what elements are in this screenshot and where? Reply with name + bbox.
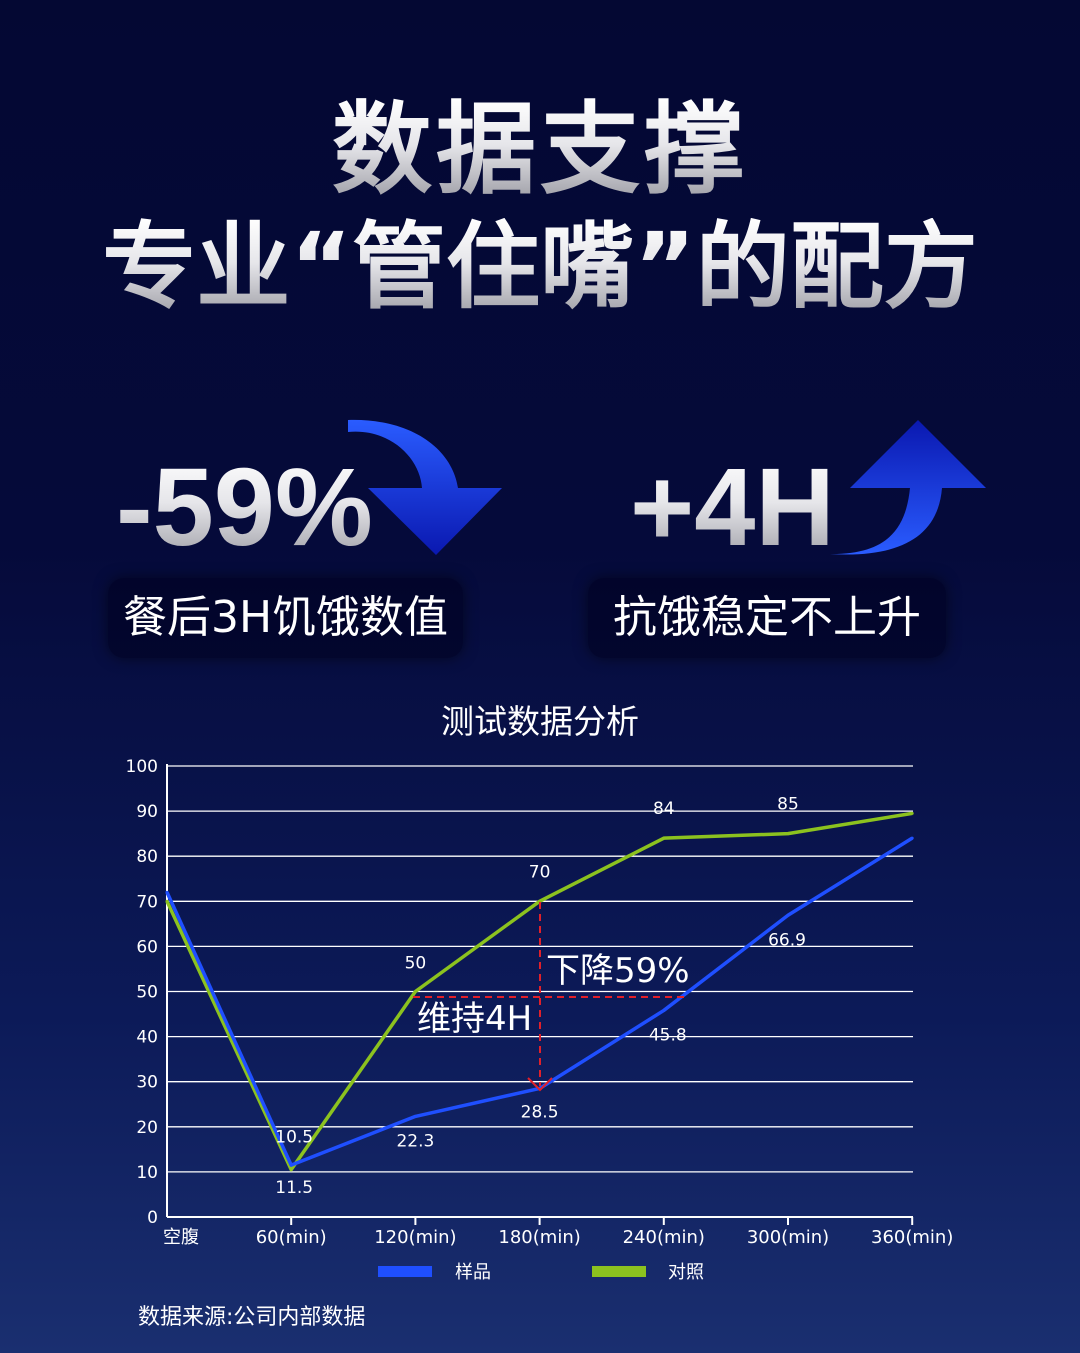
data-label: 11.5 — [275, 1178, 313, 1198]
stat-value-duration: +4H — [630, 446, 835, 569]
y-tick-label: 10 — [136, 1163, 158, 1183]
legend: 样品 对照 — [378, 1262, 704, 1283]
x-tick-label: 240(min) — [623, 1227, 705, 1248]
stat-label-hunger: 餐后3H饥饿数值 — [108, 578, 463, 658]
arrow-down-icon — [348, 419, 502, 555]
data-point — [786, 913, 790, 917]
page-subtitle: 专业“管住嘴”的配方 — [0, 218, 1080, 318]
x-tick-label: 空腹 — [163, 1227, 199, 1248]
data-point — [910, 811, 914, 815]
y-tick-label: 50 — [136, 983, 158, 1003]
x-tick-label: 360(min) — [871, 1227, 953, 1248]
chart-title: 测试数据分析 — [441, 702, 639, 741]
data-label: 66.9 — [768, 930, 806, 950]
data-label: 22.3 — [396, 1131, 434, 1151]
y-tick-label: 30 — [136, 1073, 158, 1093]
x-tick-label: 120(min) — [374, 1227, 456, 1248]
annotation-drop: 下降59% — [546, 951, 690, 991]
data-point — [910, 836, 914, 840]
data-point — [413, 1114, 417, 1118]
x-tick-label: 180(min) — [498, 1227, 580, 1248]
data-point — [413, 990, 417, 993]
page-title: 数据支撑 — [0, 98, 1080, 202]
y-tick-label: 80 — [136, 847, 158, 867]
y-tick-label: 20 — [136, 1118, 158, 1138]
x-tick-label: 60(min) — [256, 1227, 327, 1248]
stat-label-duration: 抗饿稳定不上升 — [588, 578, 946, 658]
y-tick-label: 70 — [136, 892, 158, 912]
data-point — [165, 890, 169, 894]
stat-value-hunger: -59% — [116, 446, 373, 569]
y-tick-label: 100 — [126, 757, 158, 777]
y-tick-label: 90 — [136, 802, 158, 822]
y-tick-label: 60 — [136, 937, 158, 957]
data-label: 10.5 — [275, 1128, 313, 1148]
annotation-maintain: 维持4H — [417, 999, 532, 1039]
data-label: 84 — [653, 799, 675, 819]
y-tick-label: 0 — [147, 1208, 158, 1228]
data-point — [289, 1163, 293, 1167]
annotation-arrowhead — [527, 1077, 553, 1092]
data-label: 45.8 — [649, 1025, 687, 1045]
legend-swatch-control — [592, 1266, 646, 1277]
data-label: 28.5 — [521, 1102, 559, 1122]
data-source-note: 数据来源:公司内部数据 — [138, 1305, 366, 1330]
arrow-up-icon — [830, 420, 986, 555]
annotation-group: 下降59% 维持4H — [413, 902, 690, 1092]
data-label: 85 — [777, 795, 799, 815]
data-point — [289, 1168, 293, 1172]
data-point — [786, 832, 790, 836]
y-tick-label: 40 — [136, 1028, 158, 1048]
data-label: 70 — [529, 862, 551, 882]
data-point — [662, 836, 666, 840]
x-tick-label: 300(min) — [747, 1227, 829, 1248]
data-point — [662, 1008, 666, 1012]
legend-label-sample: 样品 — [455, 1262, 491, 1283]
legend-label-control: 对照 — [668, 1262, 704, 1283]
legend-swatch-sample — [378, 1266, 432, 1277]
data-label: 50 — [405, 954, 427, 974]
data-point — [165, 899, 169, 903]
